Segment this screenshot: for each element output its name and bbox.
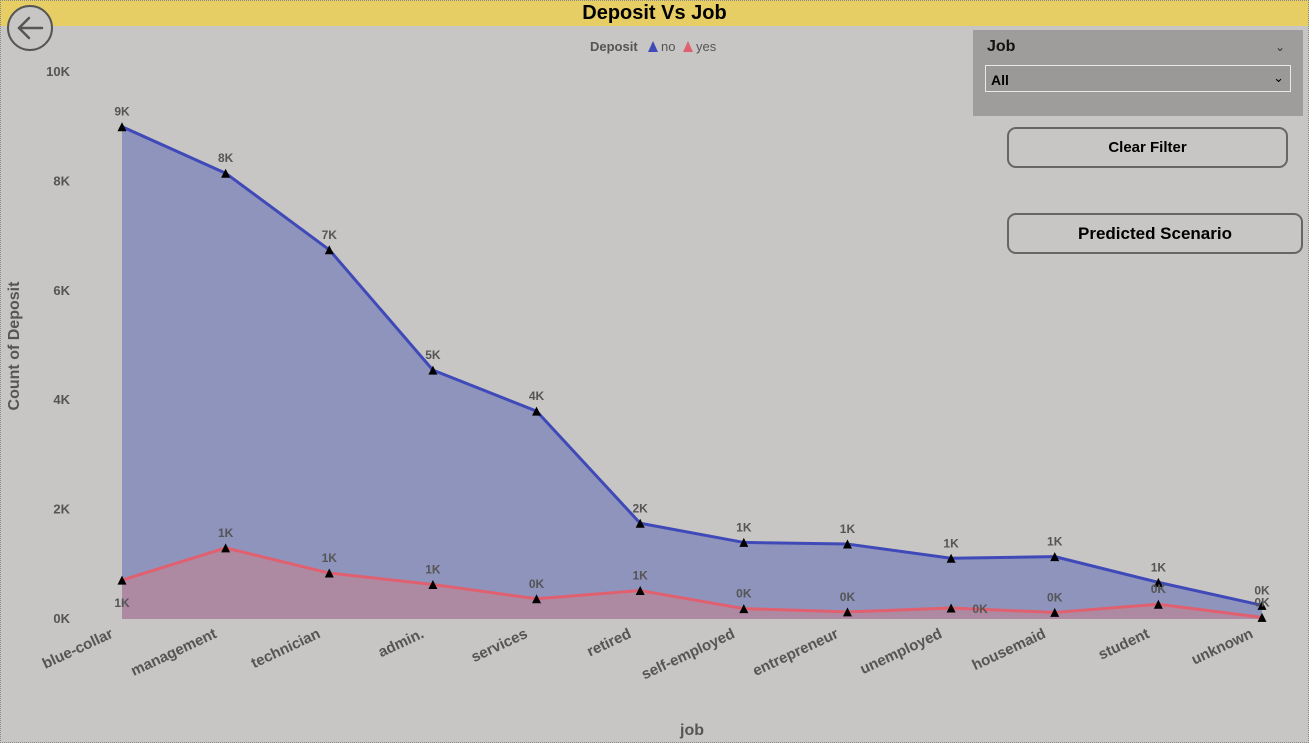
y-tick-label: 4K xyxy=(53,392,70,407)
y-axis-label: Count of Deposit xyxy=(6,281,23,411)
predicted-scenario-button[interactable]: Predicted Scenario xyxy=(1007,213,1303,254)
data-label-yes: 0K xyxy=(1047,590,1063,604)
data-label-yes: 0K xyxy=(736,587,752,601)
back-button[interactable] xyxy=(7,5,53,51)
x-tick-label: self-employed xyxy=(639,625,738,683)
data-label-no: 7K xyxy=(322,228,338,242)
job-filter-panel: Job ⌄ All ⌄ xyxy=(973,30,1303,116)
data-label-no: 9K xyxy=(114,105,130,119)
data-point-no xyxy=(635,518,645,528)
data-label-yes: 1K xyxy=(425,563,441,577)
data-label-no: 2K xyxy=(633,501,649,515)
data-point-no xyxy=(739,537,749,547)
data-point-yes xyxy=(1153,599,1163,609)
data-label-no: 4K xyxy=(529,389,545,403)
filter-label: Job xyxy=(987,38,1016,55)
series-area-no xyxy=(122,126,1262,619)
chevron-down-icon: ⌄ xyxy=(1273,70,1284,85)
data-point-yes xyxy=(324,568,334,578)
x-tick-label: retired xyxy=(584,625,633,660)
data-label-yes: 1K xyxy=(633,569,649,583)
clear-filter-button[interactable]: Clear Filter xyxy=(1007,127,1288,168)
data-point-no xyxy=(428,365,438,375)
data-point-no xyxy=(1257,600,1267,610)
data-point-yes xyxy=(739,604,749,614)
chevron-down-icon[interactable]: ⌄ xyxy=(1274,40,1285,54)
data-label-no: 0K xyxy=(1254,583,1270,597)
data-label-no: 1K xyxy=(1151,560,1167,574)
series-line-no xyxy=(121,125,1263,607)
data-point-yes xyxy=(117,575,127,585)
data-point-yes xyxy=(428,580,438,590)
data-point-no xyxy=(1153,577,1163,587)
data-point-yes xyxy=(635,586,645,596)
x-tick-label: management xyxy=(128,625,219,680)
data-label-no: 8K xyxy=(218,151,234,165)
data-label-no: 5K xyxy=(425,348,441,362)
x-tick-label: unemployed xyxy=(858,625,945,678)
legend-marker-no xyxy=(648,41,658,52)
data-point-yes xyxy=(532,594,542,604)
x-axis-label: job xyxy=(679,722,704,739)
data-point-yes xyxy=(946,603,956,613)
series-area-yes xyxy=(122,547,1262,619)
data-point-no xyxy=(221,168,231,178)
data-label-yes: 0K xyxy=(972,602,988,616)
data-label-yes: 1K xyxy=(322,551,338,565)
data-label-no: 1K xyxy=(943,536,959,550)
x-tick-label: technician xyxy=(249,625,323,672)
y-tick-label: 8K xyxy=(53,173,70,188)
data-point-no xyxy=(1050,552,1060,562)
y-tick-label: 6K xyxy=(53,283,70,298)
data-label-no: 1K xyxy=(1047,535,1063,549)
y-tick-label: 10K xyxy=(46,64,70,79)
data-label-yes: 0K xyxy=(1254,595,1270,609)
data-point-yes xyxy=(1050,607,1060,617)
data-label-yes: 1K xyxy=(114,596,130,610)
data-point-yes xyxy=(221,543,231,553)
data-label-yes: 1K xyxy=(218,526,234,540)
job-dropdown[interactable]: All ⌄ xyxy=(985,65,1291,92)
data-label-yes: 0K xyxy=(840,590,856,604)
data-label-no: 1K xyxy=(736,520,752,534)
series-line-yes xyxy=(121,546,1263,619)
data-point-no xyxy=(324,245,334,255)
x-tick-label: services xyxy=(469,625,531,666)
legend-marker-yes xyxy=(683,41,693,52)
x-tick-label: blue-collar xyxy=(40,625,116,673)
data-point-yes xyxy=(1257,612,1267,622)
x-tick-label: student xyxy=(1096,625,1152,663)
page-title: Deposit Vs Job xyxy=(0,0,1309,26)
legend-label-no: no xyxy=(661,39,675,54)
data-point-no xyxy=(842,539,852,549)
x-tick-label: admin. xyxy=(376,625,427,661)
data-point-no xyxy=(946,553,956,563)
back-arrow-icon xyxy=(17,16,44,40)
data-point-no xyxy=(532,406,542,416)
y-tick-label: 2K xyxy=(53,502,70,517)
y-tick-label: 0K xyxy=(53,611,70,626)
data-label-no: 1K xyxy=(840,522,856,536)
dropdown-value: All xyxy=(991,72,1009,88)
x-tick-label: unknown xyxy=(1189,625,1256,668)
data-point-no xyxy=(117,122,127,132)
legend-label-yes: yes xyxy=(696,39,717,54)
data-point-yes xyxy=(842,607,852,617)
x-tick-label: housemaid xyxy=(969,625,1048,674)
data-label-yes: 0K xyxy=(529,577,545,591)
x-tick-label: entrepreneur xyxy=(750,625,841,680)
legend-title: Deposit xyxy=(590,39,638,54)
data-label-yes: 0K xyxy=(1151,582,1167,596)
